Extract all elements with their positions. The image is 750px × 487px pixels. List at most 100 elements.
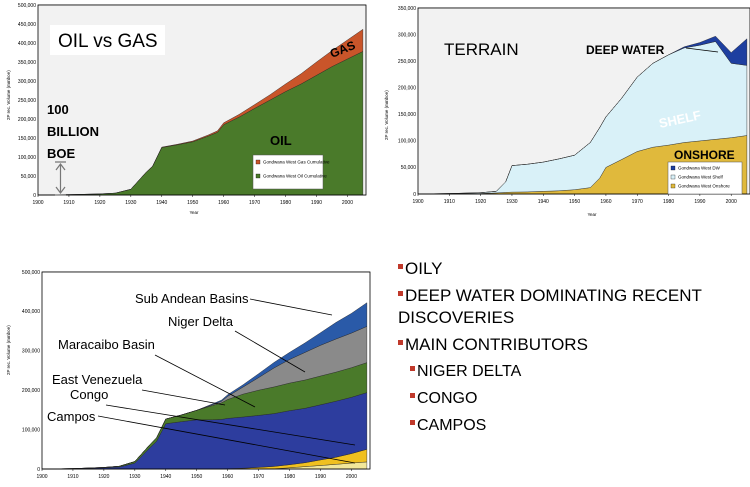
x-tick-label: 1940 <box>156 200 167 206</box>
x-tick-label: 1980 <box>280 200 291 206</box>
y-tick-label: 500,000 <box>18 3 36 9</box>
plot-area <box>41 271 371 470</box>
x-tick-label: 1990 <box>315 474 326 480</box>
label-niger-delta: Niger Delta <box>168 314 234 329</box>
bullet-congo: CONGO <box>398 388 748 410</box>
y-axis-label: 2P rec. Volume (mmboe) <box>6 325 11 375</box>
y-tick-label: 100,000 <box>22 427 40 433</box>
plot-border <box>37 4 367 196</box>
bullet-text: OILY <box>405 259 443 278</box>
label-sub-andean: Sub Andean Basins <box>135 291 249 306</box>
legend-swatch-onshore <box>670 183 676 189</box>
bullet-marker <box>398 340 403 346</box>
y-tick-label: 250,000 <box>18 98 36 104</box>
label-congo: Congo <box>70 387 108 402</box>
boe-label-100: 100 <box>47 102 69 117</box>
bullet-niger-delta: NIGER DELTA <box>398 361 748 383</box>
y-tick-label: 200,000 <box>22 388 40 394</box>
x-tick-label: 1950 <box>187 200 198 206</box>
x-tick-label: 1960 <box>218 200 229 206</box>
label-east-venezuela: East Venezuela <box>52 372 143 387</box>
x-tick-label: 1920 <box>475 199 486 205</box>
legend-label-oil: Gondwana West Oil Cumulative <box>263 174 327 179</box>
bullet-marker <box>410 366 415 372</box>
x-tick-label: 1980 <box>663 199 674 205</box>
legend-label-onshore: Gondwana West Onshore <box>678 184 730 189</box>
basin-annotations: Sub Andean Basins Niger Delta Maracaibo … <box>47 291 356 464</box>
legend-swatch-shelf <box>670 174 676 180</box>
plot-border <box>41 271 371 470</box>
x-tick-label: 1970 <box>632 199 643 205</box>
y-axis-label: 2P rec. Volume (mmboe) <box>384 90 389 140</box>
x-tick-label: 1960 <box>222 474 233 480</box>
bullet-text: MAIN CONTRIBUTORS <box>405 335 588 354</box>
x-tick-label: 1940 <box>538 199 549 205</box>
y-tick-label: 50,000 <box>21 174 37 180</box>
bullet-list: OILY DEEP WATER DOMINATING RECENT DISCOV… <box>398 258 748 442</box>
y-tick-label: 500,000 <box>22 270 40 276</box>
terrain-chart: 0 50,000 100,000 150,000 200,000 250,000 300,0… <box>384 6 750 217</box>
x-axis-ticks: 1900 1910 1920 1930 1940 1950 1960 1970 1980 1990… <box>412 194 737 205</box>
x-tick-label: 1980 <box>284 474 295 480</box>
plot-border <box>417 7 750 195</box>
onshore-label: ONSHORE <box>674 148 735 162</box>
boe-label-billion: BILLION <box>47 124 99 139</box>
y-tick-label: 200,000 <box>398 86 416 92</box>
bullet-text: CONGO <box>417 390 478 407</box>
plot-area <box>417 7 750 195</box>
legend-label-shelf: Gondwana West Shelf <box>678 175 723 180</box>
y-axis-label: 2P rec. Volume (mmboe) <box>6 70 11 120</box>
x-axis-label: Year <box>189 210 199 215</box>
legend-swatch-gas <box>255 159 261 165</box>
deep-water-label: DEEP WATER <box>586 43 665 57</box>
x-tick-label: 1930 <box>125 200 136 206</box>
legend: Gondwana West Gas Cumulative Gondwana We… <box>252 154 330 190</box>
bullet-marker <box>410 393 415 399</box>
y-tick-label: 300,000 <box>18 79 36 85</box>
legend-swatch-oil <box>255 173 261 179</box>
x-tick-label: 1990 <box>694 199 705 205</box>
x-tick-label: 1900 <box>36 474 47 480</box>
bullet-marker <box>398 264 403 270</box>
x-tick-label: 1990 <box>311 200 322 206</box>
basins-chart: 0 100,000 200,000 300,000 400,000 500,000 190… <box>6 270 371 480</box>
x-tick-label: 1950 <box>191 474 202 480</box>
x-tick-label: 1950 <box>569 199 580 205</box>
legend-swatch-dw <box>670 165 676 171</box>
x-tick-label: 1900 <box>32 200 43 206</box>
chart-title: TERRAIN <box>444 40 519 59</box>
x-tick-label: 1960 <box>600 199 611 205</box>
x-tick-label: 1970 <box>253 474 264 480</box>
oil-vs-gas-chart: 0 50,000 100,000 150,000 200,000 250,000 300,0… <box>6 3 367 215</box>
bullet-campos: CAMPOS <box>398 415 748 437</box>
x-tick-label: 1910 <box>67 474 78 480</box>
bullet-text: DEEP WATER DOMINATING RECENT DISCOVERIES <box>398 286 702 327</box>
y-tick-label: 250,000 <box>398 59 416 65</box>
y-tick-label: 100,000 <box>18 155 36 161</box>
x-axis-ticks: 1900 1910 1920 1930 1940 1950 1960 1970 1980 1990… <box>32 195 353 206</box>
legend: Gondwana West DW Gondwana West Shelf Gon… <box>667 161 743 195</box>
bullet-oily: OILY <box>398 258 748 280</box>
legend-label-gas: Gondwana West Gas Cumulative <box>263 160 330 165</box>
bullet-marker <box>410 420 415 426</box>
y-tick-label: 150,000 <box>398 112 416 118</box>
y-tick-label: 400,000 <box>18 41 36 47</box>
x-tick-label: 1930 <box>129 474 140 480</box>
y-tick-label: 0 <box>37 467 40 473</box>
y-tick-label: 0 <box>33 193 36 199</box>
y-tick-label: 100,000 <box>398 139 416 145</box>
y-tick-label: 450,000 <box>18 22 36 28</box>
y-tick-label: 350,000 <box>18 60 36 66</box>
deep-water-arrow <box>685 47 719 53</box>
x-tick-label: 2000 <box>346 474 357 480</box>
y-tick-label: 350,000 <box>398 6 416 12</box>
y-tick-label: 50,000 <box>401 165 417 171</box>
y-tick-label: 300,000 <box>22 349 40 355</box>
x-tick-label: 1910 <box>63 200 74 206</box>
bullet-marker <box>398 291 403 297</box>
x-tick-label: 1940 <box>160 474 171 480</box>
y-tick-label: 150,000 <box>18 136 36 142</box>
label-campos: Campos <box>47 409 96 424</box>
x-tick-label: 1900 <box>412 199 423 205</box>
legend-label-dw: Gondwana West DW <box>678 166 721 171</box>
